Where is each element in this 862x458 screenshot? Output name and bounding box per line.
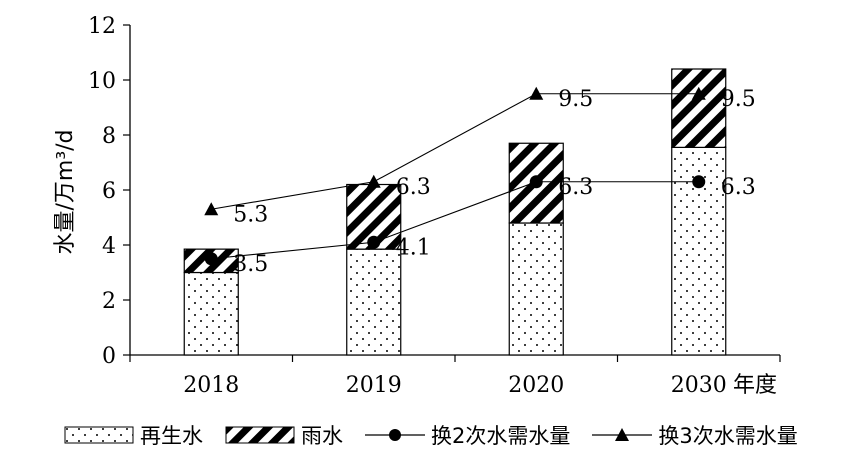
legend-item-rainwater: 雨水 xyxy=(225,420,343,450)
y-axis-title: 水量/万m³/d xyxy=(53,129,78,254)
triangle-marker xyxy=(366,174,381,188)
data-label-demand-3: 9.5 xyxy=(721,87,756,112)
y-tick-label: 10 xyxy=(88,69,116,94)
triangle-marker xyxy=(691,86,706,100)
circle-marker xyxy=(692,175,706,189)
legend-label: 换3次水需水量 xyxy=(658,424,798,448)
y-tick-label: 0 xyxy=(102,344,116,369)
line-demand-3 xyxy=(211,93,699,210)
y-tick-label: 8 xyxy=(102,124,116,149)
bar-reclaimed-water xyxy=(508,222,564,356)
chart: 0 2 4 6 8 10 12 2018 2019 2020 2030 3.5 4.1 6.3 6.3 5.… xyxy=(53,14,781,398)
y-tick-label: 4 xyxy=(102,234,116,259)
bar-rainwater xyxy=(671,68,727,148)
bar-reclaimed-water xyxy=(346,248,402,356)
dots-pattern-swatch-icon xyxy=(64,426,134,444)
line-demand-2 xyxy=(211,181,699,260)
x-tick-label: 2020 xyxy=(508,373,564,398)
bar-reclaimed-water xyxy=(183,271,239,356)
legend-item-reclaimed-water: 再生水 xyxy=(64,420,203,450)
x-tick-label: 2030 xyxy=(671,373,727,398)
triangle-marker xyxy=(204,202,219,216)
data-label-demand-2: 4.1 xyxy=(396,235,431,260)
x-tick-label: 2019 xyxy=(346,373,402,398)
data-label-demand-2: 6.3 xyxy=(721,175,756,200)
data-label-demand-3: 6.3 xyxy=(396,175,431,200)
data-label-demand-3: 5.3 xyxy=(233,202,268,227)
stripe-pattern-swatch-icon xyxy=(225,426,295,444)
y-tick-label: 12 xyxy=(88,14,116,39)
legend-item-demand-2: 换2次水需水量 xyxy=(365,420,570,450)
data-label-demand-2: 6.3 xyxy=(558,175,593,200)
x-axis-suffix: 年度 xyxy=(733,373,777,398)
legend-label: 换2次水需水量 xyxy=(431,424,571,448)
circle-marker xyxy=(367,235,381,249)
circle-marker-line-icon xyxy=(365,429,425,441)
y-tick-label: 6 xyxy=(102,179,116,204)
x-tick-label: 2018 xyxy=(183,373,239,398)
legend: 再生水 雨水 换2次水需水量 换3次水需水量 xyxy=(64,420,820,450)
circle-marker xyxy=(204,252,218,266)
triangle-marker xyxy=(529,86,544,100)
legend-label: 再生水 xyxy=(140,424,203,448)
y-tick-label: 2 xyxy=(102,289,116,314)
data-label-demand-3: 9.5 xyxy=(558,87,593,112)
legend-label: 雨水 xyxy=(301,424,343,448)
circle-marker xyxy=(529,175,543,189)
triangle-marker-line-icon xyxy=(592,428,653,441)
legend-item-demand-3: 换3次水需水量 xyxy=(592,420,798,450)
data-label-demand-2: 3.5 xyxy=(233,252,268,277)
